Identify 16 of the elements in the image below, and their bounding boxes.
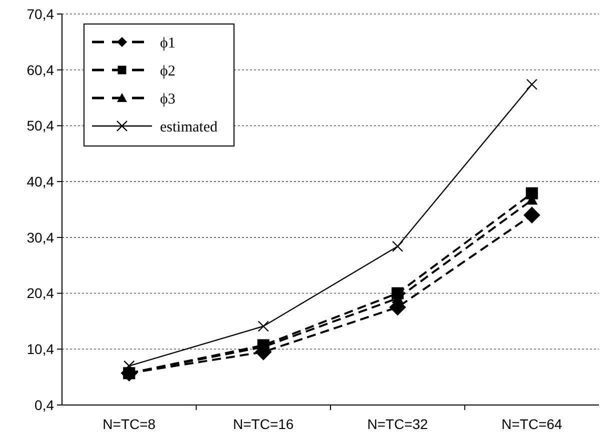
legend-label: estimated bbox=[160, 119, 218, 136]
legend-label: ϕ3 bbox=[160, 91, 176, 108]
y-tick-label: 40,4 bbox=[26, 173, 54, 190]
y-tick-label: 30,4 bbox=[26, 229, 54, 246]
y-tick-label: 50,4 bbox=[26, 118, 54, 134]
x-tick-label: N=TC=16 bbox=[233, 416, 294, 432]
y-tick-label: 20,4 bbox=[26, 285, 54, 302]
y-tick-label: 10,4 bbox=[26, 341, 54, 358]
legend-label: ϕ2 bbox=[160, 63, 176, 80]
y-tick-label: 60,4 bbox=[26, 62, 54, 78]
y-tick-label: 70,4 bbox=[26, 6, 54, 22]
x-tick-label: N=TC=64 bbox=[502, 416, 562, 432]
x-tick-label: N=TC=32 bbox=[367, 416, 428, 432]
legend-label: ϕ1 bbox=[160, 35, 176, 52]
y-tick-label: 0,4 bbox=[34, 396, 54, 413]
x-tick-label: N=TC=8 bbox=[102, 416, 156, 432]
